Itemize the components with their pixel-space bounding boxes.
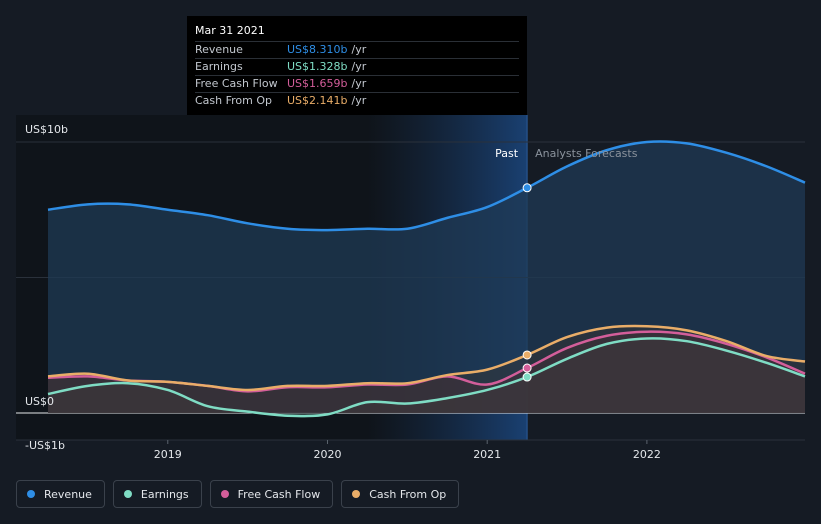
tooltip-row: Free Cash Flow US$1.659b/yr [195,75,519,92]
past-label: Past [495,147,519,160]
tooltip-series-value: US$1.328b [287,60,348,73]
legend-dot-icon [220,490,229,498]
legend-item-revenue[interactable]: Revenue [16,480,105,508]
revenue-line [47,140,806,232]
tooltip-series-value: US$1.659b [287,77,348,90]
legend-item-cash-from-op[interactable]: Cash From Op [341,480,460,508]
y-tick-label: US$0 [25,395,54,408]
x-tick-label: 2020 [313,448,341,461]
forecast-label: Analysts Forecasts [535,147,638,160]
free-cash-flow-area [48,331,805,413]
cash-from-op-point[interactable] [522,350,532,360]
financials-chart: US$10b US$0 -US$1b 2019 2020 2021 2022 Past Anal… [16,115,806,461]
earnings-line [47,337,806,418]
cash-from-op-line [47,324,806,392]
tooltip-series-value: US$8.310b [287,43,348,56]
hover-tooltip: Mar 31 2021 Revenue US$8.310b/yr Earnings U… [187,16,527,115]
tooltip-unit: /yr [351,43,367,56]
tooltip-series-name: Earnings [195,60,243,73]
tooltip-unit: /yr [351,94,367,107]
x-tick-label: 2022 [633,448,661,461]
free-cash-flow-point[interactable] [522,363,532,373]
legend-dot-icon [123,490,132,498]
tooltip-series-name: Cash From Op [195,94,273,107]
legend-label: Cash From Op [369,487,447,501]
legend-item-earnings[interactable]: Earnings [112,480,202,508]
chart-legend: Revenue Earnings Free Cash Flow Cash From O… [16,480,460,508]
legend-dot-icon [352,490,361,498]
y-tick-label: US$10b [25,123,68,136]
tooltip-series-value: US$2.141b [287,94,348,107]
legend-item-free-cash-flow[interactable]: Free Cash Flow [209,480,334,508]
legend-label: Free Cash Flow [237,487,321,501]
legend-label: Earnings [140,487,189,501]
revenue-point[interactable] [522,183,532,193]
tooltip-unit: /yr [351,60,367,73]
earnings-point[interactable] [522,372,532,382]
tooltip-series-name: Free Cash Flow [195,77,278,90]
x-tick-label: 2019 [154,448,182,461]
y-tick-label: -US$1b [25,439,65,452]
tooltip-row: Revenue US$8.310b/yr [195,41,519,58]
tooltip-row: Cash From Op US$2.141b/yr [195,92,519,109]
tooltip-date: Mar 31 2021 [195,24,265,37]
tooltip-unit: /yr [351,77,367,90]
tooltip-series-name: Revenue [195,43,243,56]
tooltip-row: Earnings US$1.328b/yr [195,58,519,75]
x-tick-label: 2021 [473,448,501,461]
legend-dot-icon [27,490,35,498]
legend-label: Revenue [44,487,92,501]
